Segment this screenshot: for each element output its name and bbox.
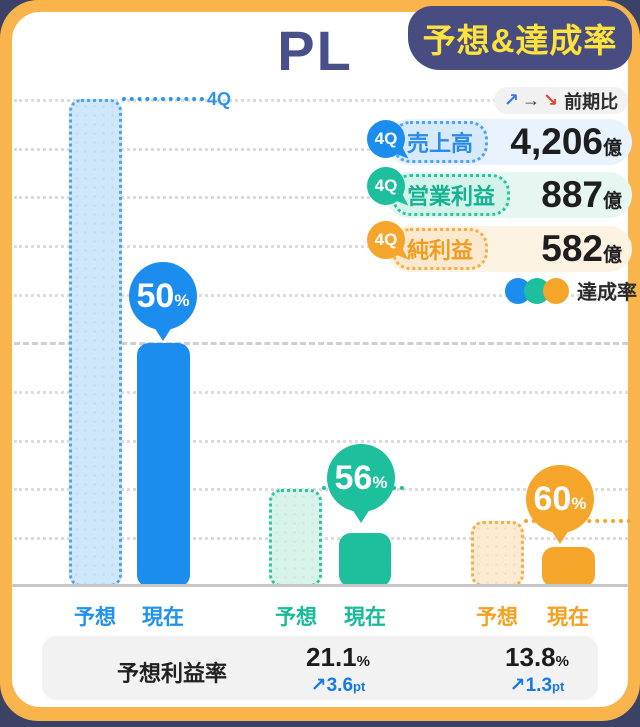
achievement-bubble-sales: 50% [129, 262, 197, 341]
margin-delta-unit-net: pt [552, 679, 565, 694]
forecast-margin-label: 予想利益率 [117, 661, 228, 686]
forecast-level-line-sales [122, 97, 204, 101]
bubble-tail [551, 530, 569, 544]
margin-unit-operating: % [356, 653, 370, 670]
margin-value-operating: 21.1 [306, 642, 357, 672]
gridline [14, 391, 628, 394]
forecast-level-label: 4Q [207, 89, 232, 109]
margin-delta-unit-operating: pt [353, 679, 366, 694]
gridline [14, 294, 628, 297]
bar-sales-forecast [69, 99, 122, 587]
legend-value-operating-profit: 887 [541, 174, 603, 215]
legend-row-operating-profit: 営業利益 887億 [386, 172, 632, 218]
achievement-bubble-net-profit: 60% [526, 465, 594, 544]
xlabel-sales-forecast: 予想 [74, 606, 116, 629]
forecast-margin-operating: 21.1% ↗3.6pt [306, 642, 370, 697]
achievement-value-sales: 50 [136, 276, 175, 315]
gridline [14, 148, 628, 151]
margin-unit-net: % [555, 653, 569, 670]
gridline [14, 99, 628, 102]
legend-value-net-profit: 582 [541, 228, 603, 269]
achievement-bubble-operating-profit: 56% [327, 444, 395, 523]
legend-label-operating-profit: 営業利益 [392, 174, 511, 216]
margin-delta-operating: 3.6 [326, 675, 354, 696]
bubble-tail [352, 509, 370, 523]
xlabel-net-current: 現在 [547, 606, 589, 629]
bar-operating-profit-current [339, 533, 391, 587]
bar-net-profit-forecast [471, 521, 524, 587]
trend-flat-arrow-icon: → [522, 90, 540, 110]
forecast-margin-net: 13.8% ↗1.3pt [505, 642, 569, 697]
margin-value-net: 13.8 [505, 642, 556, 672]
gridline [14, 440, 628, 443]
achievement-rate-label: 達成率 [577, 282, 637, 304]
xlabel-net-forecast: 予想 [476, 606, 518, 629]
gridline-50pct-dashed [14, 342, 628, 345]
page-title: PL [277, 19, 353, 82]
quarter-badge-operating-profit: 4Q [367, 167, 405, 205]
achievement-unit-net-profit: % [571, 494, 587, 513]
prev-period-key: ↗ → ↘ 前期比 [494, 87, 628, 114]
achievement-unit-sales: % [174, 291, 190, 310]
legend-value-sales: 4,206 [510, 121, 603, 162]
legend-row-sales: 売上高 4,206億 [386, 119, 632, 165]
legend-unit-net-profit: 億 [602, 245, 622, 266]
legend-unit-sales: 億 [602, 138, 622, 159]
achievement-unit-operating-profit: % [372, 473, 388, 492]
xlabel-sales-current: 現在 [142, 606, 184, 629]
delta-up-arrow-icon: ↗ [509, 675, 526, 696]
achievement-rate-key: 達成率 [505, 276, 637, 305]
bar-operating-profit-forecast [269, 489, 322, 587]
legend-row-net-profit: 純利益 582億 [386, 226, 632, 272]
legend-unit-operating-profit: 億 [602, 191, 622, 212]
gridline [14, 488, 628, 491]
quarter-badge-net-profit: 4Q [367, 221, 405, 259]
delta-up-arrow-icon: ↗ [310, 675, 327, 696]
gridline [14, 196, 628, 199]
achievement-value-operating-profit: 56 [334, 458, 373, 497]
trend-up-arrow-icon: ↗ [503, 90, 519, 110]
trend-down-arrow-icon: ↘ [543, 90, 559, 110]
header-badge-label: 予想&達成率 [422, 22, 618, 59]
bar-net-profit-current [542, 547, 595, 587]
xlabel-operating-forecast: 予想 [275, 606, 317, 629]
legend-label-sales: 売上高 [392, 121, 489, 163]
orange-dot-icon [543, 277, 569, 304]
forecast-margin-panel: 予想利益率 21.1% ↗3.6pt 13.8% ↗1.3pt [42, 636, 598, 700]
bubble-tail [154, 327, 172, 341]
legend-label-net-profit: 純利益 [392, 228, 489, 270]
xlabel-operating-current: 現在 [344, 606, 386, 629]
x-axis-baseline [12, 584, 628, 587]
margin-delta-net: 1.3 [525, 675, 553, 696]
gridline [14, 245, 628, 248]
bar-sales-current [137, 343, 190, 587]
header-badge: 予想&達成率 [408, 6, 632, 70]
prev-period-label: 前期比 [564, 91, 619, 112]
achievement-value-net-profit: 60 [533, 479, 572, 518]
quarter-badge-sales: 4Q [367, 120, 405, 158]
